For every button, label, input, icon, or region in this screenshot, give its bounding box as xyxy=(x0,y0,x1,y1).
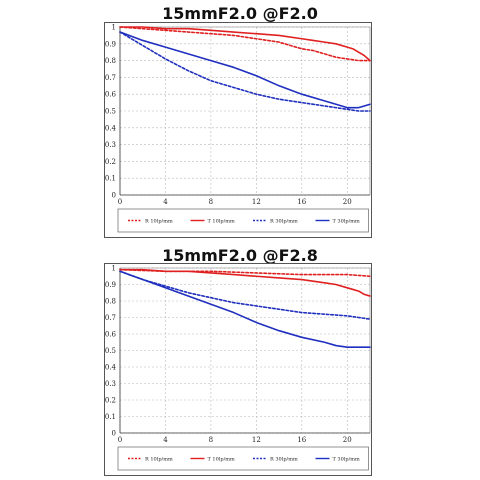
x-tick-label: 0 xyxy=(118,198,122,206)
series-line-t-30lp-mm xyxy=(119,31,371,109)
mtf-chart-f2-8: 0 0.1 0.2 0.3 0.4 0.5 0.6 0.7 0.8 0.9 1 0 4 8 12 16 20 R … xyxy=(104,263,372,476)
y-tick-label: 0.4 xyxy=(105,124,117,132)
legend-label: T 30lp/mm xyxy=(333,218,361,224)
y-tick-label: 0.4 xyxy=(105,364,117,372)
x-tick-label: 16 xyxy=(297,436,306,444)
x-tick-label: 16 xyxy=(297,198,306,206)
legend: R 10lp/mm T 10lp/mm R 30lp/mm T 30lp/mm xyxy=(117,446,369,471)
series-line-t-10lp-mm xyxy=(119,268,371,297)
x-tick-label: 8 xyxy=(209,198,213,206)
y-tick-label: 0.9 xyxy=(105,40,116,48)
y-tick-label: 1 xyxy=(112,265,116,273)
x-tick-label: 12 xyxy=(252,436,261,444)
y-tick-label: 0.8 xyxy=(105,57,116,65)
y-tick-label: 0.8 xyxy=(105,298,116,306)
chart-frame xyxy=(104,22,372,238)
x-tick-label: 20 xyxy=(343,436,352,444)
legend-box xyxy=(117,446,369,471)
y-tick-label: 0.1 xyxy=(105,175,116,183)
series-line-r-30lp-mm xyxy=(119,270,371,320)
mtf-chart-f2-0: 0 0.1 0.2 0.3 0.4 0.5 0.6 0.7 0.8 0.9 1 0 4 8 12 16 20 R … xyxy=(104,22,372,238)
chart-svg: 0 0.1 0.2 0.3 0.4 0.5 0.6 0.7 0.8 0.9 1 0 4 8 12 16 20 R … xyxy=(104,22,372,238)
series-line-t-30lp-mm xyxy=(119,270,371,348)
x-tick-label: 4 xyxy=(163,436,168,444)
y-tick-label: 0.6 xyxy=(105,331,117,339)
y-tick-label: 0.3 xyxy=(105,141,116,149)
legend-label: T 10lp/mm xyxy=(208,456,236,462)
x-tick-label: 0 xyxy=(118,436,122,444)
y-tick-label: 0.6 xyxy=(105,91,117,99)
legend-label: T 30lp/mm xyxy=(333,456,361,462)
y-tick-label: 0.7 xyxy=(105,74,116,82)
chart-title-f2-0: 15mmF2.0 @F2.0 xyxy=(162,4,318,23)
x-tick-label: 20 xyxy=(343,198,352,206)
series-line-r-30lp-mm xyxy=(119,31,371,112)
x-tick-label: 12 xyxy=(252,198,261,206)
chart-svg: 0 0.1 0.2 0.3 0.4 0.5 0.6 0.7 0.8 0.9 1 0 4 8 12 16 20 R … xyxy=(104,263,372,476)
y-tick-label: 0.3 xyxy=(105,380,116,388)
x-tick-label: 8 xyxy=(209,436,213,444)
y-tick-label: 0 xyxy=(112,430,116,438)
y-tick-label: 0.9 xyxy=(105,281,116,289)
y-tick-label: 0 xyxy=(112,192,116,200)
y-tick-label: 0.1 xyxy=(105,413,116,421)
legend: R 10lp/mm T 10lp/mm R 30lp/mm T 30lp/mm xyxy=(117,208,369,233)
legend-box xyxy=(117,208,369,233)
legend-label: R 10lp/mm xyxy=(145,218,173,224)
y-tick-label: 0.7 xyxy=(105,314,116,322)
y-tick-label: 1 xyxy=(112,24,116,32)
legend-label: R 30lp/mm xyxy=(270,218,298,224)
y-tick-label: 0.2 xyxy=(105,397,116,405)
legend-label: R 10lp/mm xyxy=(145,456,173,462)
y-tick-label: 0.2 xyxy=(105,158,116,166)
chart-title-f2-8: 15mmF2.0 @F2.8 xyxy=(162,246,318,265)
series-line-r-10lp-mm xyxy=(119,26,371,62)
series-line-t-10lp-mm xyxy=(119,26,371,62)
x-tick-label: 4 xyxy=(163,198,168,206)
y-tick-label: 0.5 xyxy=(105,108,116,116)
y-tick-label: 0.5 xyxy=(105,347,116,355)
legend-label: R 30lp/mm xyxy=(270,456,298,462)
chart-frame xyxy=(104,263,372,476)
legend-label: T 10lp/mm xyxy=(208,218,236,224)
